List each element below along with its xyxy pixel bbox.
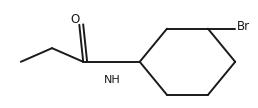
Text: NH: NH: [104, 75, 121, 85]
Text: O: O: [71, 13, 80, 26]
Text: Br: Br: [237, 20, 250, 33]
